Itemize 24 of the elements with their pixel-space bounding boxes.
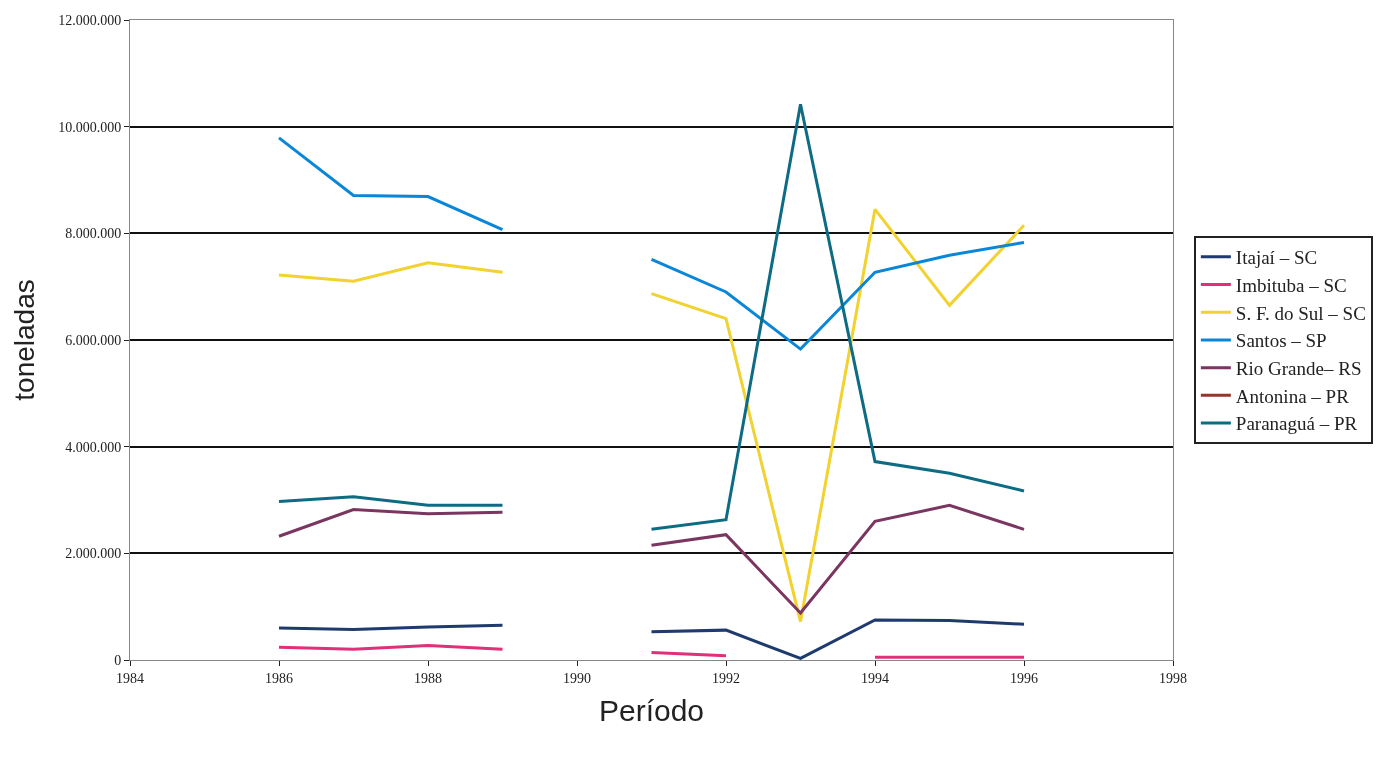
x-tick-label: 1986 — [265, 670, 293, 686]
x-tick-label: 1992 — [712, 670, 740, 686]
x-tick-label: 1998 — [1159, 670, 1187, 686]
legend-label: Paranaguá – PR — [1235, 413, 1358, 435]
x-tick-label: 1988 — [414, 670, 442, 686]
y-tick-label: 8.000.000 — [65, 226, 122, 242]
y-tick-label: 4.000.000 — [65, 439, 122, 455]
y-axis-title: toneladas — [8, 279, 40, 401]
y-tick-label: 2.000.000 — [65, 546, 122, 562]
y-tick-label: 6.000.000 — [65, 332, 122, 348]
x-tick-label: 1984 — [116, 670, 144, 686]
legend-label: Imbituba – SC — [1235, 274, 1347, 296]
y-tick-label: 10.000.000 — [58, 119, 122, 135]
legend-label: Rio Grande– RS — [1235, 358, 1362, 380]
x-tick-label: 1994 — [861, 670, 889, 686]
y-tick-label: 12.000.000 — [58, 12, 122, 28]
x-axis-title: Período — [598, 694, 705, 728]
legend-label: Itajaí – SC — [1235, 247, 1318, 269]
y-tick-label: 0 — [114, 652, 122, 668]
x-tick-label: 1996 — [1010, 670, 1038, 686]
legend-label: Antonina – PR — [1235, 385, 1350, 407]
legend-label: Santos – SP — [1235, 330, 1327, 352]
x-tick-label: 1990 — [563, 670, 591, 686]
legend-label: S. F. do Sul – SC — [1235, 302, 1366, 324]
